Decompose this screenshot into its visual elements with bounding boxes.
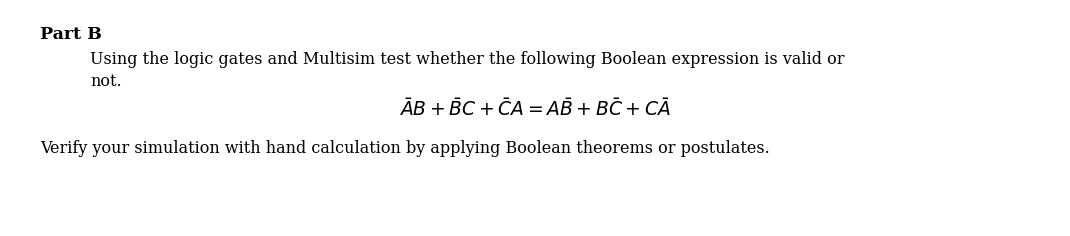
Text: not.: not.	[90, 73, 122, 90]
Text: $\bar{A}B + \bar{B}C + \bar{C}A = A\bar{B} + B\bar{C} + C\bar{A}$: $\bar{A}B + \bar{B}C + \bar{C}A = A\bar{…	[399, 98, 671, 120]
Text: Part B: Part B	[40, 26, 102, 43]
Text: Verify your simulation with hand calculation by applying Boolean theorems or pos: Verify your simulation with hand calcula…	[40, 140, 769, 157]
Text: Using the logic gates and Multisim test whether the following Boolean expression: Using the logic gates and Multisim test …	[90, 51, 844, 68]
